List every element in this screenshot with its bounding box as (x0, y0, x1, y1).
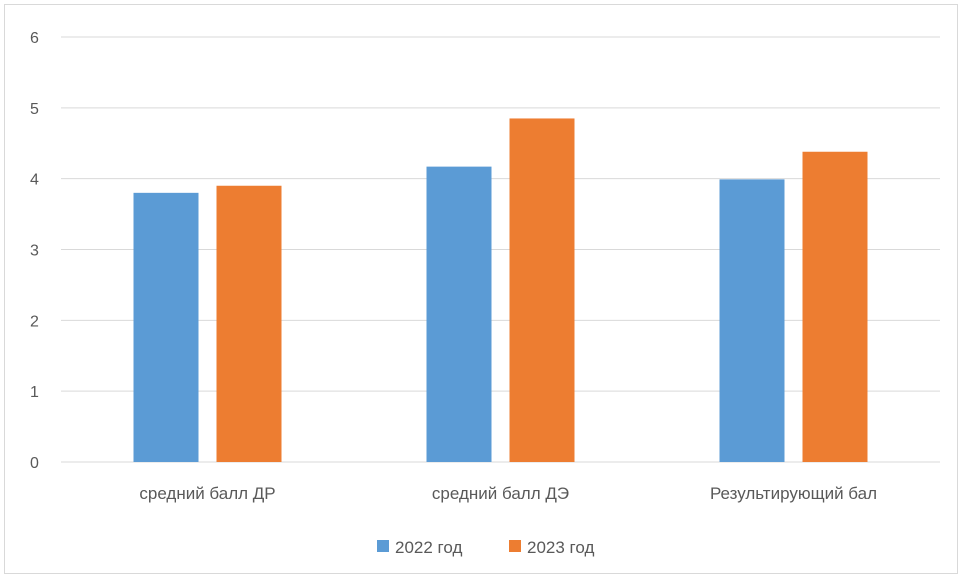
legend: 2022 год 2023 год (377, 538, 594, 557)
y-tick-label: 3 (30, 243, 39, 260)
y-tick-label: 0 (30, 455, 39, 472)
bar (216, 185, 282, 462)
x-category-label: Результирующий бал (710, 484, 877, 503)
y-axis-ticks: 0 1 2 3 4 5 6 (30, 30, 39, 472)
bar (509, 118, 575, 462)
bar (426, 166, 492, 462)
bar (133, 192, 199, 463)
bar (802, 151, 868, 462)
x-axis-categories: средний балл ДР средний балл ДЭ Результиру… (139, 484, 877, 503)
legend-label: 2022 год (395, 538, 462, 557)
gridlines (61, 36, 940, 463)
legend-swatch (377, 540, 389, 552)
y-tick-label: 4 (30, 172, 39, 189)
y-tick-label: 2 (30, 313, 39, 330)
x-category-label: средний балл ДР (139, 484, 275, 503)
bar (719, 179, 785, 462)
legend-swatch (509, 540, 521, 552)
bars (133, 118, 868, 463)
y-tick-label: 6 (30, 30, 39, 47)
y-tick-label: 1 (30, 384, 39, 401)
x-category-label: средний балл ДЭ (432, 484, 569, 503)
y-tick-label: 5 (30, 101, 39, 118)
legend-label: 2023 год (527, 538, 594, 557)
